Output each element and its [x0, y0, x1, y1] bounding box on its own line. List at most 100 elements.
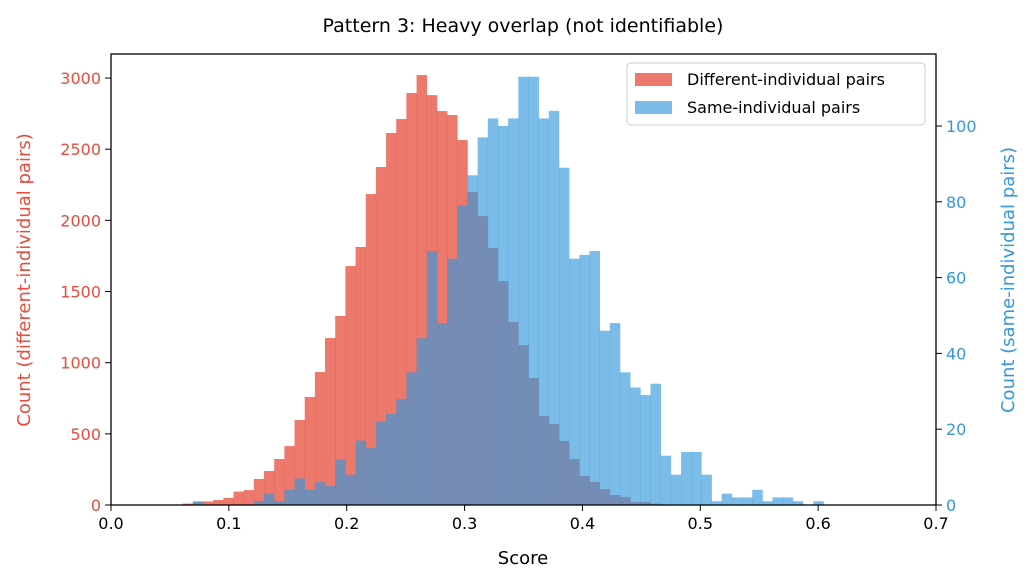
right-axis-ticks: 0 20 40 60 80 100 [936, 117, 977, 515]
histogram-bar [640, 395, 651, 505]
histogram-bar [375, 421, 387, 505]
histogram-bar [264, 470, 275, 505]
histogram-bar [711, 501, 723, 505]
histogram-bar [508, 118, 519, 505]
left-tick-label: 2500 [60, 140, 101, 159]
histogram-bar [416, 75, 428, 505]
histogram-bar [701, 474, 712, 505]
legend-label-different: Different-individual pairs [687, 70, 885, 89]
histogram-bar [264, 493, 275, 505]
x-tick-label: 0.3 [452, 514, 477, 533]
histogram-bar [467, 175, 478, 505]
histogram-bar [325, 486, 336, 505]
histogram-bar [355, 440, 367, 505]
histogram-bar [650, 383, 661, 505]
legend-label-same: Same-individual pairs [687, 98, 860, 117]
left-tick-label: 2000 [60, 211, 101, 230]
histogram-bar [345, 474, 356, 505]
legend-swatch-different [635, 73, 672, 86]
histogram-bar [314, 372, 326, 505]
histogram-bar [365, 448, 377, 505]
right-tick-label: 40 [946, 344, 966, 363]
histogram-bar [691, 451, 702, 505]
histogram-bar [558, 167, 570, 505]
histogram-bar [487, 118, 499, 505]
chart-title: Pattern 3: Heavy overlap (not identifiab… [323, 15, 724, 37]
histogram-bar [416, 338, 428, 505]
right-tick-label: 100 [946, 117, 977, 136]
right-tick-label: 20 [946, 420, 966, 439]
legend-box [626, 62, 926, 126]
histogram-bar [233, 491, 244, 505]
x-tick-label: 0.2 [334, 514, 359, 533]
histogram-bar [731, 497, 743, 505]
same-individual-bars [192, 76, 824, 506]
histogram-bar [294, 420, 306, 505]
histogram-bar [792, 501, 804, 505]
histogram-bar [274, 459, 285, 505]
left-tick-label: 3000 [60, 69, 101, 88]
histogram-bar [548, 110, 560, 505]
x-tick-label: 0.0 [98, 514, 123, 533]
histogram-bar [192, 501, 204, 505]
histogram-bar [213, 500, 224, 505]
x-tick-label: 0.1 [216, 514, 241, 533]
histogram-bar [436, 111, 448, 506]
right-axis-label: Count (same-individual pairs) [998, 147, 1019, 413]
x-axis-label: Score [498, 548, 548, 569]
histogram-bar [670, 474, 682, 505]
legend: Different-individual pairs Same-individu… [626, 62, 926, 126]
histogram-bar [609, 323, 621, 505]
histogram-bar [253, 501, 265, 505]
histogram-bar [386, 414, 397, 505]
histogram-bar [386, 132, 397, 506]
histogram-bar [782, 497, 794, 505]
left-tick-label: 1500 [60, 283, 101, 302]
histogram-bar [528, 76, 539, 505]
left-tick-label: 0 [91, 496, 101, 515]
histogram-bar [569, 258, 580, 505]
histogram-bar [436, 323, 448, 505]
histogram-bar [599, 330, 611, 505]
histogram-bar [304, 396, 316, 505]
legend-swatch-same [635, 101, 672, 114]
histogram-bar [355, 246, 367, 505]
x-tick-label: 0.6 [805, 514, 830, 533]
histogram-bar [335, 459, 346, 505]
right-tick-label: 0 [946, 496, 956, 515]
left-tick-label: 500 [70, 425, 101, 444]
histogram-bar [253, 478, 265, 505]
histogram-bar [538, 118, 550, 505]
right-tick-label: 80 [946, 193, 966, 212]
histogram-bar [396, 398, 407, 505]
histogram-bar [497, 126, 509, 506]
histogram-bar [426, 251, 438, 505]
histogram-bar [406, 92, 417, 506]
histogram-bar [579, 254, 590, 505]
histogram-bar [182, 503, 194, 505]
histogram-bar [681, 451, 692, 505]
histogram-bar [284, 446, 295, 505]
histogram-bar [202, 501, 214, 505]
histogram-bar [304, 489, 316, 505]
histogram-bar [314, 482, 326, 505]
histogram-bar [335, 316, 346, 505]
histogram-bar [742, 497, 753, 505]
histogram-bar [274, 501, 285, 505]
histogram-bar [396, 119, 407, 505]
histogram-bar [772, 497, 784, 505]
histogram-bar [447, 258, 458, 505]
histogram-bar [620, 372, 631, 505]
histogram-bar [223, 497, 234, 505]
x-tick-label: 0.7 [923, 514, 948, 533]
histogram-bar [284, 489, 295, 505]
histogram-bar [630, 387, 641, 505]
histogram-bar [457, 205, 468, 506]
histogram-bar [243, 490, 255, 505]
left-axis-label: Count (different-individual pairs) [14, 133, 35, 426]
histogram-bar [375, 166, 387, 505]
x-axis-ticks: 0.0 0.1 0.2 0.3 0.4 0.5 0.6 0.7 [98, 505, 949, 533]
histogram-bar [477, 137, 489, 505]
histogram-bar [325, 338, 336, 505]
